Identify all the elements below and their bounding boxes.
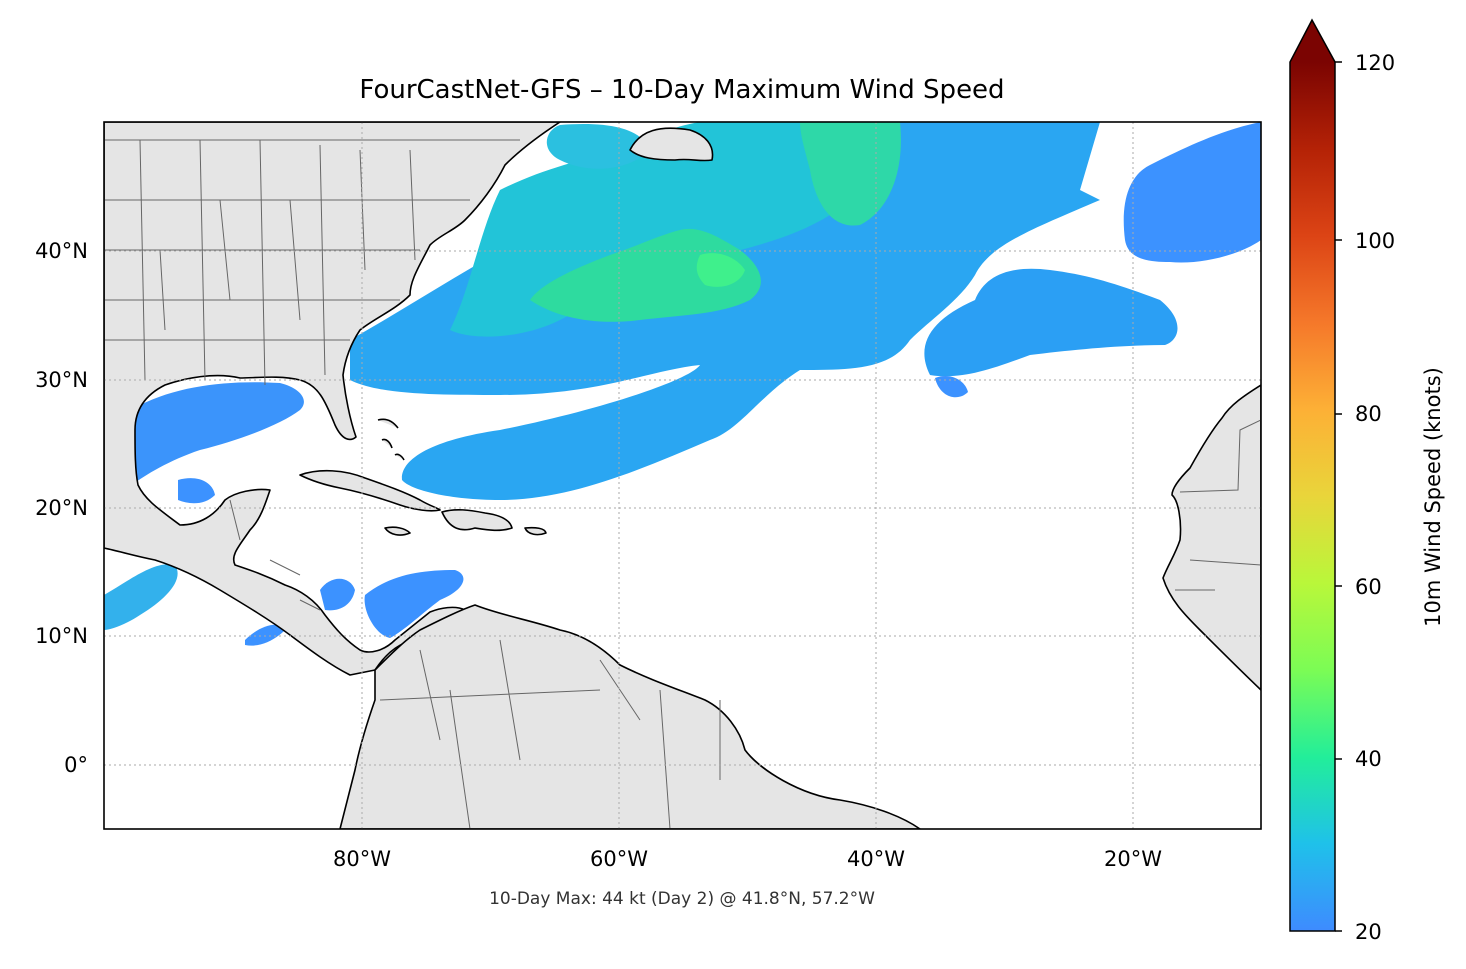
lon-label-80w: 80°W	[333, 847, 391, 871]
lat-label-40n: 40°N	[35, 239, 88, 263]
colorbar-tick-80: 80	[1355, 402, 1382, 426]
wind-gulf-patch	[178, 478, 215, 504]
wind-pacific-2	[245, 624, 285, 646]
colorbar-gradient	[1290, 62, 1335, 931]
bahamas	[377, 418, 405, 461]
lat-label-0: 0°	[64, 753, 88, 777]
wind-north-atlantic	[350, 122, 1100, 500]
colorbar-tick-100: 100	[1355, 229, 1395, 253]
map-frame	[103, 121, 1262, 830]
colorbar-outline	[1289, 18, 1336, 932]
hispaniola	[441, 508, 513, 532]
wind-pacific	[104, 564, 178, 630]
colorbar-tick-20: 20	[1355, 920, 1382, 944]
lon-label-40w: 40°W	[847, 847, 905, 871]
wind-caribbean-west	[320, 578, 355, 611]
map-panel	[104, 122, 1261, 829]
newfoundland	[629, 127, 714, 162]
wind-field	[104, 122, 1261, 646]
africa	[1162, 384, 1261, 691]
colorbar-tick-60: 60	[1355, 575, 1382, 599]
puerto-rico	[524, 526, 547, 536]
borders	[104, 139, 1261, 829]
jamaica	[384, 526, 411, 536]
wind-north-atlantic-east	[924, 268, 1178, 377]
lon-label-60w: 60°W	[590, 847, 648, 871]
colorbar-extend-arrow	[1290, 20, 1335, 62]
colorbar-label: 10m Wind Speed (knots)	[1421, 367, 1445, 627]
max-wind-caption: 10-Day Max: 44 kt (Day 2) @ 41.8°N, 57.2…	[489, 889, 875, 909]
colorbar: 20 40 60 80 100 120 10m Wind Speed (knot…	[1289, 18, 1445, 944]
lat-label-30n: 30°N	[35, 368, 88, 392]
wind-gulf-of-mexico	[130, 382, 304, 485]
lat-label-10n: 10°N	[35, 624, 88, 648]
wind-azores-patch	[935, 375, 968, 398]
lat-label-20n: 20°N	[35, 496, 88, 520]
wind-jet-core	[530, 228, 761, 322]
wind-jet-max	[696, 253, 745, 287]
colorbar-tick-40: 40	[1355, 747, 1382, 771]
lon-label-20w: 20°W	[1104, 847, 1162, 871]
wind-labrador	[546, 124, 650, 169]
chart-title: FourCastNet-GFS – 10-Day Maximum Wind Sp…	[359, 75, 1004, 105]
wind-ne-atlantic	[1123, 122, 1261, 263]
colorbar-tick-120: 120	[1355, 51, 1395, 75]
cuba	[299, 469, 441, 512]
land	[104, 122, 1261, 829]
south-america	[339, 604, 921, 829]
wind-caribbean	[364, 570, 464, 638]
